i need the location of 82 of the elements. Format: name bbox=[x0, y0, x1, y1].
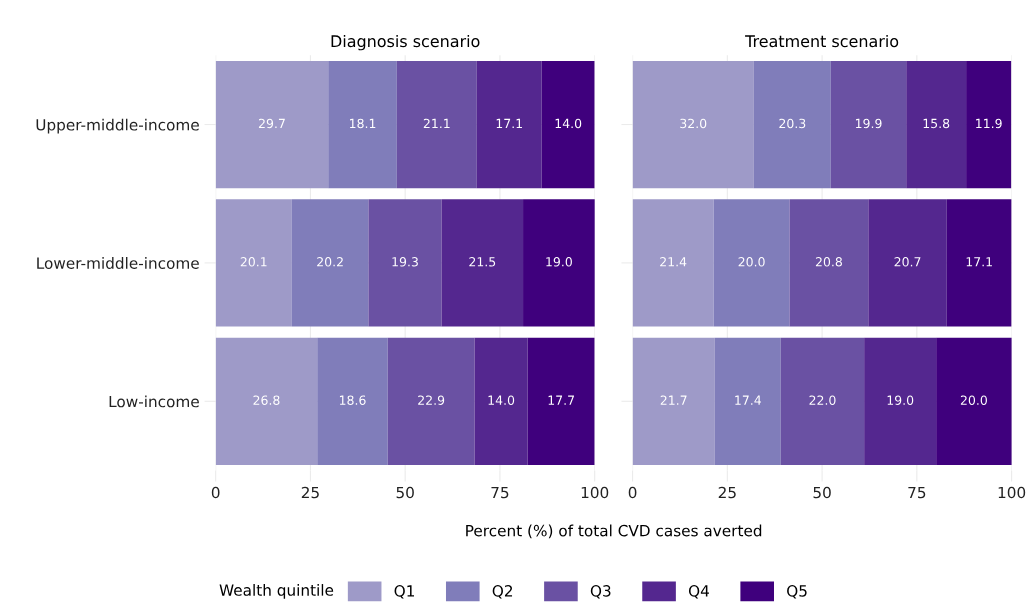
legend-label: Q2 bbox=[492, 585, 513, 599]
legend-label: Q5 bbox=[787, 585, 807, 599]
bar bbox=[523, 199, 595, 327]
legend-label: Q1 bbox=[394, 585, 415, 599]
bar bbox=[936, 337, 1012, 465]
data-label: 21.7 bbox=[660, 395, 687, 405]
x-tick-label: 0 bbox=[211, 486, 220, 499]
data-label: 22.9 bbox=[418, 395, 445, 405]
x-tick-label: 75 bbox=[491, 486, 509, 499]
x-tick-label: 100 bbox=[998, 486, 1026, 499]
x-tick-label: 25 bbox=[718, 486, 736, 499]
x-tick-label: 0 bbox=[628, 486, 637, 499]
data-label: 18.1 bbox=[349, 118, 376, 129]
x-tick-label: 100 bbox=[581, 486, 609, 499]
data-label: 32.0 bbox=[680, 118, 707, 129]
x-tick-label: 50 bbox=[813, 486, 831, 499]
legend-label: Q4 bbox=[688, 585, 709, 599]
data-label: 21.4 bbox=[660, 257, 687, 267]
data-label: 29.7 bbox=[258, 118, 285, 129]
data-label: 17.1 bbox=[966, 257, 992, 267]
y-tick-label: Lower-middle-income bbox=[37, 257, 199, 269]
data-label: 17.1 bbox=[496, 118, 522, 128]
bar bbox=[317, 337, 388, 465]
bar bbox=[830, 60, 907, 189]
bar bbox=[868, 199, 947, 327]
bar bbox=[215, 337, 318, 465]
data-label: 18.6 bbox=[339, 395, 366, 405]
x-tick-label: 75 bbox=[908, 486, 926, 499]
bar bbox=[387, 337, 475, 465]
x-axis-title: Percent (%) of total CVD cases averted bbox=[466, 524, 762, 539]
chart-title: Diagnosis scenario bbox=[331, 34, 480, 51]
bar bbox=[864, 337, 937, 465]
bar bbox=[906, 60, 967, 189]
bar bbox=[215, 60, 329, 189]
data-label: 19.0 bbox=[546, 257, 572, 267]
data-label: 20.8 bbox=[815, 257, 842, 267]
bar bbox=[215, 199, 292, 327]
data-label: 20.3 bbox=[779, 118, 806, 129]
bar bbox=[541, 60, 595, 189]
bar bbox=[714, 337, 781, 465]
data-label: 20.0 bbox=[960, 395, 987, 405]
bar bbox=[946, 199, 1012, 327]
data-label: 21.5 bbox=[469, 257, 496, 267]
bar bbox=[713, 199, 790, 327]
data-label: 21.1 bbox=[423, 118, 450, 128]
data-label: 19.0 bbox=[887, 395, 914, 405]
data-label: 14.0 bbox=[488, 395, 515, 405]
x-tick-label: 25 bbox=[301, 486, 319, 499]
data-label: 17.7 bbox=[548, 395, 574, 405]
bar bbox=[789, 199, 869, 327]
bar bbox=[368, 199, 442, 327]
bar bbox=[476, 60, 542, 189]
bar bbox=[753, 60, 831, 189]
bar bbox=[632, 60, 754, 189]
data-label: 20.2 bbox=[317, 257, 343, 267]
data-label: 22.0 bbox=[809, 395, 836, 405]
data-label: 20.0 bbox=[738, 257, 765, 267]
bar bbox=[632, 337, 715, 465]
data-label: 26.8 bbox=[253, 395, 280, 405]
data-label: 20.7 bbox=[894, 257, 921, 267]
data-label: 15.8 bbox=[923, 118, 950, 129]
bar bbox=[291, 199, 369, 327]
data-label: 20.1 bbox=[240, 257, 267, 267]
y-tick-label: Upper-middle-income bbox=[36, 118, 199, 134]
legend-title: Wealth quintile bbox=[219, 584, 334, 599]
data-label: 11.9 bbox=[976, 118, 1002, 129]
bar bbox=[441, 199, 524, 327]
bar bbox=[396, 60, 477, 189]
bar bbox=[527, 337, 595, 465]
data-label: 19.9 bbox=[855, 118, 882, 129]
x-tick-label: 50 bbox=[396, 486, 414, 499]
data-label: 19.3 bbox=[392, 257, 418, 267]
legend-label: Q3 bbox=[590, 585, 611, 599]
bar bbox=[780, 337, 865, 465]
chart-title: Treatment scenario bbox=[745, 34, 899, 48]
data-label: 17.4 bbox=[735, 395, 762, 405]
bar bbox=[474, 337, 528, 465]
y-tick-label: Low-income bbox=[109, 395, 199, 408]
bar bbox=[328, 60, 397, 189]
bar bbox=[966, 60, 1012, 189]
data-label: 14.0 bbox=[555, 118, 582, 129]
bar bbox=[632, 199, 714, 327]
